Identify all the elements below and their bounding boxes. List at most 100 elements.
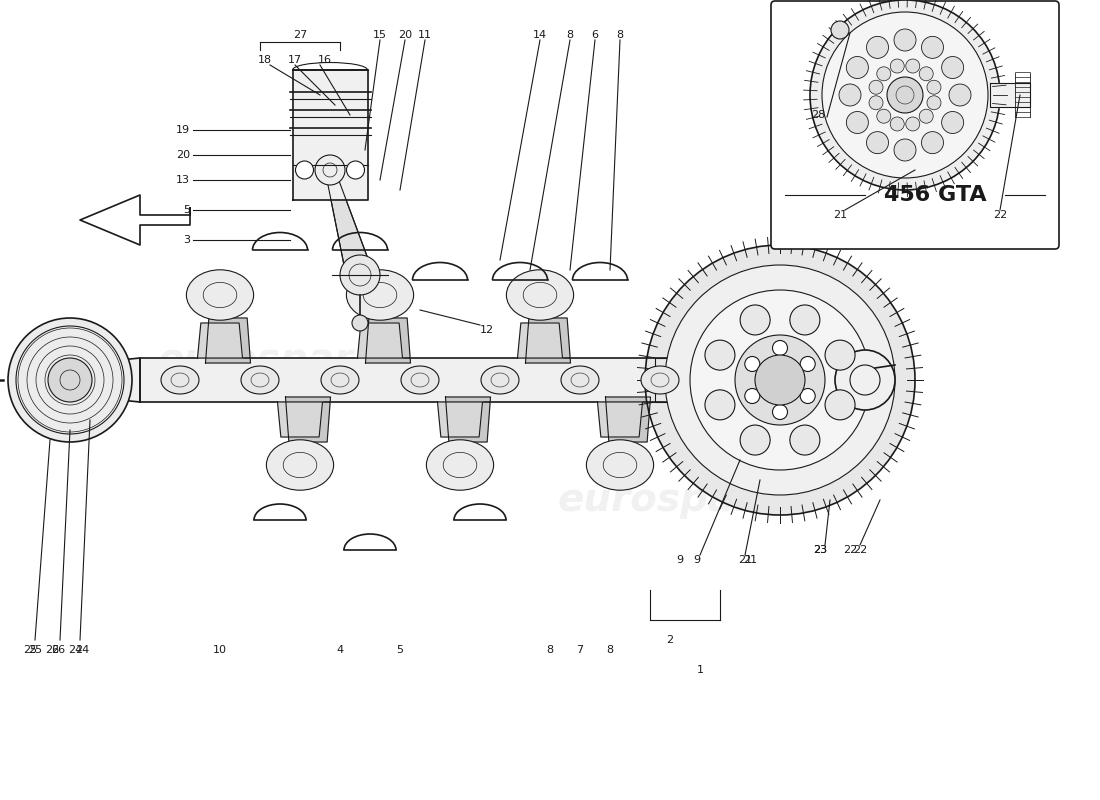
Text: 13: 13: [176, 175, 190, 185]
Text: 12: 12: [480, 325, 494, 335]
Circle shape: [894, 29, 916, 51]
Circle shape: [867, 132, 889, 154]
Text: 8: 8: [616, 30, 624, 40]
Text: 19: 19: [176, 125, 190, 135]
Text: 26: 26: [51, 645, 65, 655]
Circle shape: [942, 111, 964, 134]
Circle shape: [825, 390, 855, 420]
Text: 22: 22: [852, 545, 867, 555]
Text: 25: 25: [28, 645, 42, 655]
Text: 9: 9: [676, 555, 683, 565]
Circle shape: [740, 425, 770, 455]
Ellipse shape: [561, 366, 600, 394]
Text: 8: 8: [606, 645, 614, 655]
Ellipse shape: [321, 366, 359, 394]
Circle shape: [949, 84, 971, 106]
Circle shape: [835, 350, 895, 410]
Text: 8: 8: [547, 645, 553, 655]
Ellipse shape: [427, 440, 494, 490]
Ellipse shape: [346, 270, 414, 320]
Polygon shape: [140, 358, 720, 402]
Text: 22: 22: [843, 545, 857, 555]
Circle shape: [922, 36, 944, 58]
Circle shape: [825, 340, 855, 370]
Circle shape: [645, 245, 915, 515]
Ellipse shape: [161, 366, 199, 394]
Polygon shape: [438, 402, 483, 437]
Circle shape: [942, 57, 964, 78]
Circle shape: [927, 96, 940, 110]
Ellipse shape: [186, 270, 254, 320]
Polygon shape: [324, 170, 374, 275]
Circle shape: [887, 77, 923, 113]
Polygon shape: [446, 397, 491, 442]
Text: 20: 20: [398, 30, 412, 40]
Circle shape: [810, 0, 1000, 190]
Text: 28: 28: [811, 110, 825, 120]
Circle shape: [346, 161, 364, 179]
Text: eurospares: eurospares: [157, 341, 403, 379]
Text: 26: 26: [45, 645, 59, 655]
Text: 15: 15: [373, 30, 387, 40]
Circle shape: [920, 66, 933, 81]
Polygon shape: [780, 365, 860, 395]
Ellipse shape: [641, 366, 679, 394]
Circle shape: [800, 389, 815, 403]
Text: 5: 5: [396, 645, 404, 655]
Text: 14: 14: [532, 30, 547, 40]
Polygon shape: [526, 318, 571, 363]
Polygon shape: [654, 358, 720, 402]
Text: 23: 23: [813, 545, 827, 555]
Text: 9: 9: [693, 555, 700, 565]
Polygon shape: [990, 83, 1030, 107]
Polygon shape: [277, 402, 322, 437]
Polygon shape: [80, 195, 190, 245]
Circle shape: [8, 318, 132, 442]
Ellipse shape: [402, 366, 439, 394]
Circle shape: [352, 315, 368, 331]
Circle shape: [800, 357, 815, 371]
Text: eurospares: eurospares: [557, 481, 803, 519]
Ellipse shape: [481, 366, 519, 394]
Text: 16: 16: [318, 55, 332, 65]
Circle shape: [315, 155, 345, 185]
Polygon shape: [286, 397, 330, 442]
Circle shape: [922, 132, 944, 154]
Circle shape: [790, 425, 820, 455]
Ellipse shape: [241, 366, 279, 394]
Circle shape: [705, 390, 735, 420]
Circle shape: [705, 340, 735, 370]
Text: 6: 6: [592, 30, 598, 40]
Text: 23: 23: [813, 545, 827, 555]
Text: 1: 1: [696, 665, 704, 675]
Polygon shape: [293, 70, 367, 200]
Circle shape: [740, 305, 770, 335]
Circle shape: [666, 265, 895, 495]
Circle shape: [927, 80, 940, 94]
Circle shape: [869, 96, 883, 110]
Circle shape: [690, 290, 870, 470]
Circle shape: [830, 21, 849, 39]
Polygon shape: [206, 318, 251, 363]
Circle shape: [340, 255, 379, 295]
Circle shape: [905, 117, 920, 131]
Polygon shape: [70, 358, 140, 402]
Circle shape: [735, 335, 825, 425]
Circle shape: [822, 12, 988, 178]
Circle shape: [905, 59, 920, 73]
Text: 11: 11: [418, 30, 432, 40]
Text: 21: 21: [742, 555, 757, 565]
Circle shape: [790, 305, 820, 335]
Circle shape: [296, 161, 314, 179]
Text: 7: 7: [576, 645, 584, 655]
Circle shape: [920, 110, 933, 123]
Circle shape: [877, 110, 891, 123]
Polygon shape: [597, 402, 642, 437]
Polygon shape: [365, 318, 410, 363]
Circle shape: [867, 36, 889, 58]
Circle shape: [48, 358, 92, 402]
Circle shape: [772, 341, 788, 355]
Text: 2: 2: [667, 635, 673, 645]
Circle shape: [846, 111, 868, 134]
Circle shape: [755, 355, 805, 405]
